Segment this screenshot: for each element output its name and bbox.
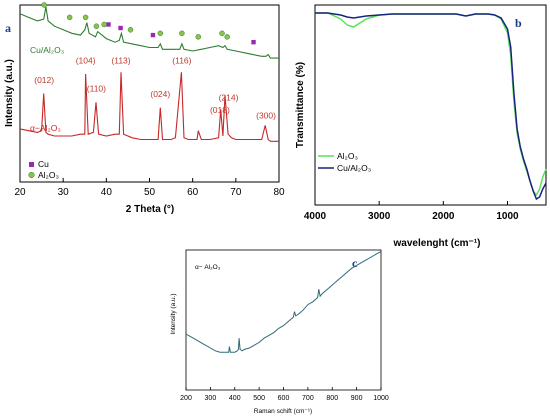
- panel-c-xlabel: Raman schift (cm⁻¹): [254, 408, 312, 415]
- panel-b-letter: b: [515, 16, 522, 30]
- panel-b-x-tick-label-1: 3000: [368, 211, 391, 222]
- panel-a-x-ticks: 20 30 40 50 60 70 80: [14, 178, 285, 198]
- panel-c-x-tick-label-4: 600: [278, 395, 290, 402]
- panel-a-hkl-label-7: (214): [219, 93, 239, 103]
- panel-c-x-tick-label-6: 800: [326, 395, 338, 402]
- panel-a-al2o3-marker-4: [101, 21, 107, 28]
- panel-a-cu-marker-2: [150, 32, 156, 38]
- panel-c-ylabel: Intensity (a.u.): [170, 293, 177, 334]
- panel-a-xlabel: 2 Theta (°): [126, 204, 174, 215]
- panel-c-raman-chart: c Intensity (a.u.) Raman schift (cm⁻¹) α…: [170, 249, 389, 415]
- panel-c-x-tick-label-7: 900: [351, 395, 363, 402]
- panel-a-al2o3-marker-0: [41, 2, 47, 8]
- panel-c-x-tick-label-8: 1000: [373, 395, 389, 402]
- panel-b-x-ticks: 4000 3000 2000 1000: [304, 201, 519, 222]
- panel-a-x-tick-label-2: 40: [101, 187, 113, 198]
- panel-a-hkl-label-6: (018): [210, 105, 230, 115]
- panel-a-hkl-label-1: (104): [76, 55, 96, 65]
- panel-b-series: [315, 12, 547, 201]
- panel-a-al2o3-marker-10: [224, 34, 230, 40]
- panel-b-legend-cu-al2o3-label: Cu/Al₂O₃: [337, 163, 371, 173]
- panel-b-x-tick-label-2: 2000: [432, 211, 455, 222]
- panel-a-al2o3-marker-3: [93, 23, 100, 29]
- panel-a-series: [19, 6, 279, 142]
- panel-b-series-line-1: [315, 12, 547, 201]
- panel-c-x-tick-label-5: 700: [302, 395, 314, 402]
- panel-a-annotations: (012) (104) (110) (113) (024) (116) (018) (214)…: [34, 55, 276, 120]
- panel-c-series: [185, 250, 382, 353]
- panel-a-al2o3-marker-5: [127, 27, 134, 33]
- panel-a-al2o3-marker-2: [82, 14, 89, 21]
- panel-b-ylabel: Transmittance (%): [295, 62, 306, 148]
- panel-a-x-tick-label-0: 20: [14, 187, 26, 198]
- panel-a-hkl-label-5: (116): [172, 55, 191, 65]
- panel-a-legend-al2o3-marker: [28, 171, 35, 179]
- panel-a-cu-marker-0: [106, 22, 111, 27]
- panel-a-al2o3-marker-8: [195, 34, 202, 40]
- panel-a-ylabel: Intensity (a.u.): [4, 59, 15, 127]
- panel-a-al2o3-marker-1: [66, 14, 73, 21]
- panel-c-letter: c: [352, 256, 358, 270]
- panel-a-hkl-label-8: (300): [256, 110, 276, 120]
- panel-c-series-line-0: [185, 250, 382, 353]
- panel-c-frame: [185, 249, 382, 391]
- panel-a-al2o3-marker-7: [179, 30, 185, 37]
- panel-a-hkl-label-0: (012): [34, 75, 54, 85]
- panel-a-x-tick-label-1: 30: [58, 187, 70, 198]
- panel-b-xlabel: wavelenght (cm⁻¹): [393, 238, 481, 249]
- panel-a-cu-marker-1: [118, 25, 123, 31]
- panel-a-xrd-chart: a Intensity (a.u.) 2 Theta (°) Cu/Al₂O₃ …: [4, 2, 285, 215]
- panel-b-ftir-chart: b Transmittance (%) wavelenght (cm⁻¹) Al…: [295, 4, 547, 249]
- panel-a-series-line-1: [19, 72, 279, 142]
- panel-a-legend-al2o3-label: Al₂O₃: [38, 170, 59, 180]
- panel-b-frame: [314, 4, 547, 206]
- panel-c-x-tick-label-3: 500: [253, 395, 265, 402]
- panel-b-legend-al2o3-label: Al₂O₃: [337, 151, 358, 161]
- panel-a-letter: a: [5, 21, 11, 35]
- panel-c-x-ticks: 200 300 400 500 600 700 800 900 1000: [180, 387, 389, 402]
- panel-b-x-tick-label-0: 4000: [304, 211, 327, 222]
- panel-a-legend-cu-marker: [29, 162, 34, 167]
- panel-a-al2o3-marker-6: [157, 30, 164, 37]
- panel-a-series-line-0: [19, 6, 279, 59]
- panel-c-x-tick-label-1: 300: [205, 395, 217, 402]
- panel-c-x-tick-label-2: 400: [229, 395, 241, 402]
- panel-a-hkl-label-2: (110): [87, 84, 106, 94]
- panel-a-series-cu-al2o3-label: Cu/Al₂O₃: [30, 45, 64, 55]
- panel-a-x-tick-label-3: 50: [144, 187, 156, 198]
- panel-a-legend-cu-label: Cu: [38, 159, 49, 169]
- panel-a-phase-markers: [41, 2, 256, 45]
- panel-a-cu-marker-3: [251, 39, 256, 45]
- panel-b-x-tick-label-3: 1000: [496, 211, 519, 222]
- panel-c-series-label: α− Al₂O₃: [195, 264, 221, 271]
- panel-a-hkl-label-4: (024): [150, 89, 170, 99]
- panel-a-x-tick-label-4: 60: [187, 187, 199, 198]
- panel-a-al2o3-marker-9: [219, 30, 225, 37]
- panel-a-x-tick-label-6: 80: [273, 187, 285, 198]
- panel-a-x-tick-label-5: 70: [230, 187, 242, 198]
- panel-c-x-tick-label-0: 200: [180, 395, 192, 402]
- panel-a-hkl-label-3: (113): [111, 55, 130, 65]
